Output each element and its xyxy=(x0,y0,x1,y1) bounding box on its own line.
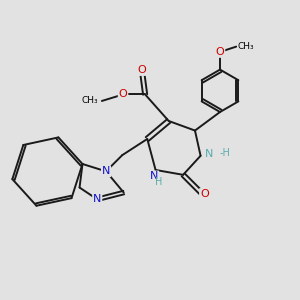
Text: O: O xyxy=(119,89,128,100)
Text: O: O xyxy=(216,47,224,57)
Text: CH₃: CH₃ xyxy=(82,97,98,106)
Text: CH₃: CH₃ xyxy=(238,41,254,50)
Text: O: O xyxy=(138,65,147,75)
Text: -H: -H xyxy=(220,148,231,158)
Text: N: N xyxy=(102,166,110,176)
Text: N: N xyxy=(150,171,158,182)
Text: H: H xyxy=(155,177,163,187)
Text: N: N xyxy=(205,149,214,159)
Text: N: N xyxy=(93,194,101,204)
Text: O: O xyxy=(200,189,209,199)
